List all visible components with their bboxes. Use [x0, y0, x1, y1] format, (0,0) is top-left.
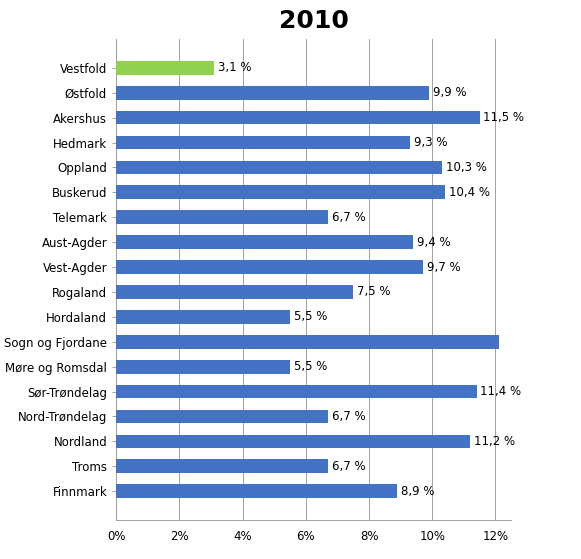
Bar	[116, 410, 328, 423]
Text: 10,4 %: 10,4 %	[449, 186, 490, 199]
Text: 9,3 %: 9,3 %	[414, 136, 447, 149]
Bar	[116, 210, 328, 224]
Bar	[116, 360, 290, 373]
Bar	[116, 186, 445, 199]
Bar	[116, 160, 442, 174]
Text: 9,9 %: 9,9 %	[433, 86, 467, 100]
Title: 2010: 2010	[279, 9, 349, 33]
Text: 10,3 %: 10,3 %	[446, 161, 486, 174]
Text: 9,7 %: 9,7 %	[426, 260, 460, 273]
Text: 7,5 %: 7,5 %	[357, 286, 390, 299]
Bar	[116, 310, 290, 324]
Text: 6,7 %: 6,7 %	[332, 410, 365, 423]
Text: 3,1 %: 3,1 %	[218, 61, 252, 74]
Text: 11,4 %: 11,4 %	[480, 385, 521, 398]
Bar	[116, 385, 476, 399]
Text: 9,4 %: 9,4 %	[417, 236, 451, 249]
Text: 11,2 %: 11,2 %	[474, 435, 515, 448]
Text: 11,5 %: 11,5 %	[483, 111, 525, 124]
Bar	[116, 285, 353, 299]
Bar	[116, 335, 498, 349]
Text: 8,9 %: 8,9 %	[401, 485, 435, 498]
Bar	[116, 86, 429, 100]
Bar	[116, 136, 410, 149]
Bar	[116, 260, 423, 274]
Bar	[116, 111, 480, 125]
Text: 5,5 %: 5,5 %	[294, 360, 327, 373]
Bar	[116, 459, 328, 473]
Bar	[116, 484, 397, 498]
Bar	[116, 434, 470, 448]
Bar	[116, 61, 214, 75]
Text: 6,7 %: 6,7 %	[332, 459, 365, 473]
Bar	[116, 235, 413, 249]
Text: 5,5 %: 5,5 %	[294, 310, 327, 323]
Text: 6,7 %: 6,7 %	[332, 211, 365, 224]
